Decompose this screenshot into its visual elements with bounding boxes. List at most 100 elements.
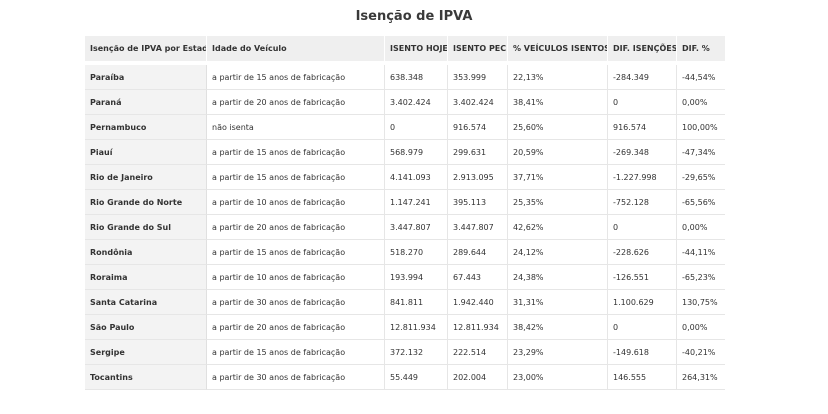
header-diff-exemptions: DIF. ISENÇÕES <box>608 36 677 61</box>
percent-exempt-cell: 25,35% <box>508 190 608 215</box>
exempt-pec-cell: 916.574 <box>448 115 508 140</box>
header-state: Isenção de IPVA por Estado <box>85 36 207 61</box>
diff-exemptions-cell: 146.555 <box>608 365 677 390</box>
diff-percent-cell: 130,75% <box>677 290 725 315</box>
diff-exemptions-cell: -269.348 <box>608 140 677 165</box>
diff-exemptions-cell: -149.618 <box>608 340 677 365</box>
vehicle-age-cell: a partir de 10 anos de fabricação <box>207 190 385 215</box>
table-row: Paraná a partir de 20 anos de fabricação 3… <box>85 90 725 115</box>
table-row: Rondônia a partir de 15 anos de fabricaçã… <box>85 240 725 265</box>
percent-exempt-cell: 22,13% <box>508 65 608 90</box>
diff-exemptions-cell: -752.128 <box>608 190 677 215</box>
percent-exempt-cell: 42,62% <box>508 215 608 240</box>
table-row: Rio Grande do Sul a partir de 20 anos de … <box>85 215 725 240</box>
table-row: Santa Catarina a partir de 30 anos de fab… <box>85 290 725 315</box>
exempt-today-cell: 568.979 <box>385 140 448 165</box>
vehicle-age-cell: não isenta <box>207 115 385 140</box>
diff-percent-cell: -65,56% <box>677 190 725 215</box>
exempt-today-cell: 4.141.093 <box>385 165 448 190</box>
table-row: Paraíba a partir de 15 anos de fabricação… <box>85 65 725 90</box>
percent-exempt-cell: 38,42% <box>508 315 608 340</box>
diff-percent-cell: 264,31% <box>677 365 725 390</box>
vehicle-age-cell: a partir de 20 anos de fabricação <box>207 90 385 115</box>
diff-exemptions-cell: -284.349 <box>608 65 677 90</box>
diff-exemptions-cell: 0 <box>608 215 677 240</box>
exempt-pec-cell: 1.942.440 <box>448 290 508 315</box>
percent-exempt-cell: 31,31% <box>508 290 608 315</box>
page-title: Isenção de IPVA <box>355 9 473 24</box>
diff-percent-cell: -40,21% <box>677 340 725 365</box>
exempt-today-cell: 3.447.807 <box>385 215 448 240</box>
percent-exempt-cell: 24,38% <box>508 265 608 290</box>
exempt-pec-cell: 289.644 <box>448 240 508 265</box>
state-cell: Rio de Janeiro <box>85 165 207 190</box>
exempt-today-cell: 372.132 <box>385 340 448 365</box>
ipva-exemption-table: Isenção de IPVA por Estado Idade do Veíc… <box>85 36 725 390</box>
diff-percent-cell: 0,00% <box>677 315 725 340</box>
header-exempt-today: ISENTO HOJE <box>385 36 448 61</box>
table-row: Rio de Janeiro a partir de 15 anos de fab… <box>85 165 725 190</box>
header-vehicle-age: Idade do Veículo <box>207 36 385 61</box>
diff-percent-cell: 0,00% <box>677 215 725 240</box>
exempt-pec-cell: 299.631 <box>448 140 508 165</box>
diff-percent-cell: 100,00% <box>677 115 725 140</box>
vehicle-age-cell: a partir de 30 anos de fabricação <box>207 290 385 315</box>
header-percent-exempt: % VEÍCULOS ISENTOS <box>508 36 608 61</box>
table-row: São Paulo a partir de 20 anos de fabricaç… <box>85 315 725 340</box>
diff-exemptions-cell: 0 <box>608 90 677 115</box>
diff-percent-cell: -44,54% <box>677 65 725 90</box>
state-cell: Piauí <box>85 140 207 165</box>
state-cell: Paraná <box>85 90 207 115</box>
state-cell: Santa Catarina <box>85 290 207 315</box>
state-cell: Rio Grande do Norte <box>85 190 207 215</box>
exempt-today-cell: 193.994 <box>385 265 448 290</box>
state-cell: Roraima <box>85 265 207 290</box>
vehicle-age-cell: a partir de 20 anos de fabricação <box>207 215 385 240</box>
exempt-pec-cell: 3.402.424 <box>448 90 508 115</box>
vehicle-age-cell: a partir de 15 anos de fabricação <box>207 165 385 190</box>
percent-exempt-cell: 23,00% <box>508 365 608 390</box>
state-cell: Paraíba <box>85 65 207 90</box>
table-row: Sergipe a partir de 15 anos de fabricação… <box>85 340 725 365</box>
state-cell: Rondônia <box>85 240 207 265</box>
state-cell: Pernambuco <box>85 115 207 140</box>
header-exempt-pec: ISENTO PEC <box>448 36 508 61</box>
header-spacer <box>85 61 725 65</box>
percent-exempt-cell: 25,60% <box>508 115 608 140</box>
vehicle-age-cell: a partir de 30 anos de fabricação <box>207 365 385 390</box>
exempt-today-cell: 1.147.241 <box>385 190 448 215</box>
diff-percent-cell: 0,00% <box>677 90 725 115</box>
exempt-today-cell: 0 <box>385 115 448 140</box>
exempt-pec-cell: 222.514 <box>448 340 508 365</box>
table-row: Pernambuco não isenta 0 916.574 25,60% 916.57… <box>85 115 725 140</box>
vehicle-age-cell: a partir de 20 anos de fabricação <box>207 315 385 340</box>
table-row: Piauí a partir de 15 anos de fabricação 56… <box>85 140 725 165</box>
exempt-pec-cell: 2.913.095 <box>448 165 508 190</box>
table-header-row: Isenção de IPVA por Estado Idade do Veíc… <box>85 36 725 61</box>
exempt-pec-cell: 202.004 <box>448 365 508 390</box>
table-row: Rio Grande do Norte a partir de 10 anos d… <box>85 190 725 215</box>
exempt-today-cell: 55.449 <box>385 365 448 390</box>
diff-percent-cell: -47,34% <box>677 140 725 165</box>
table-row: Roraima a partir de 10 anos de fabricação… <box>85 265 725 290</box>
exempt-pec-cell: 67.443 <box>448 265 508 290</box>
vehicle-age-cell: a partir de 15 anos de fabricação <box>207 240 385 265</box>
diff-percent-cell: -65,23% <box>677 265 725 290</box>
percent-exempt-cell: 38,41% <box>508 90 608 115</box>
vehicle-age-cell: a partir de 15 anos de fabricação <box>207 340 385 365</box>
diff-exemptions-cell: 1.100.629 <box>608 290 677 315</box>
state-cell: Sergipe <box>85 340 207 365</box>
exempt-today-cell: 841.811 <box>385 290 448 315</box>
percent-exempt-cell: 24,12% <box>508 240 608 265</box>
diff-exemptions-cell: -1.227.998 <box>608 165 677 190</box>
percent-exempt-cell: 20,59% <box>508 140 608 165</box>
exempt-today-cell: 3.402.424 <box>385 90 448 115</box>
exempt-pec-cell: 395.113 <box>448 190 508 215</box>
diff-exemptions-cell: -126.551 <box>608 265 677 290</box>
percent-exempt-cell: 37,71% <box>508 165 608 190</box>
vehicle-age-cell: a partir de 10 anos de fabricação <box>207 265 385 290</box>
exempt-pec-cell: 3.447.807 <box>448 215 508 240</box>
table-row: Tocantins a partir de 30 anos de fabricaç… <box>85 365 725 390</box>
diff-exemptions-cell: 0 <box>608 315 677 340</box>
state-cell: Tocantins <box>85 365 207 390</box>
